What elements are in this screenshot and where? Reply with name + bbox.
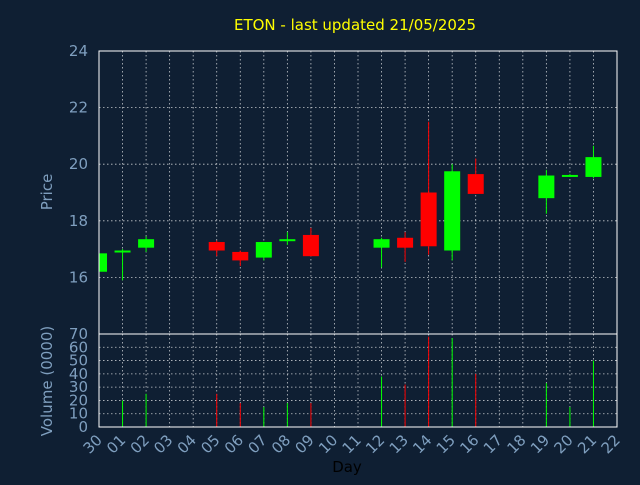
price-y-tick-labels: 16 18 20 22 24 [69,42,88,286]
candle-body [232,251,249,261]
volume-bars [122,336,594,427]
x-tick-label: 08 [268,431,294,457]
x-tick-label: 17 [480,431,506,457]
candle-body [444,171,461,251]
x-tick-label: 12 [362,431,388,457]
price-axis-label: Price [38,174,56,211]
x-tick-label: 18 [503,431,529,457]
x-tick-label: 07 [244,431,270,457]
x-tick-label: 03 [150,431,176,457]
candle-body [397,237,414,248]
candle-body [138,239,155,248]
volume-y-tick-label: 10 [69,405,88,423]
candle-body [561,174,578,177]
volume-gridlines [98,333,618,428]
volume-y-tick-label: 70 [69,325,88,343]
price-candles [98,121,602,281]
price-y-tick-label: 16 [69,268,88,286]
x-axis-label: Day [332,458,362,476]
x-tick-label: 15 [433,431,459,457]
x-tick-label: 14 [409,431,435,457]
x-tick-label: 04 [174,431,200,457]
chart-title: ETON - last updated 21/05/2025 [234,16,476,34]
candle-body [279,239,296,242]
x-tick-label: 09 [292,431,318,457]
x-tick-label: 11 [339,431,365,457]
x-tick-label: 01 [103,431,129,457]
candle-body [538,175,555,199]
volume-y-tick-label: 20 [69,391,88,409]
x-tick-label: 22 [598,431,624,457]
volume-y-tick-label: 40 [69,365,88,383]
candle-body [420,192,437,247]
volume-y-tick-label: 30 [69,378,88,396]
x-tick-label: 05 [197,431,223,457]
volume-y-tick-label: 60 [69,338,88,356]
price-y-tick-label: 18 [69,212,88,230]
x-tick-label: 02 [127,431,153,457]
x-tick-labels: 3001020304050607080910111213141516171819… [80,431,624,457]
candle-body [99,253,107,272]
volume-y-tick-label: 0 [78,418,88,436]
x-tick-label: 20 [551,431,577,457]
volume-axis-label: Volume (0000) [38,326,56,436]
volume-y-tick-label: 50 [69,352,88,370]
candle-body [255,242,272,258]
x-tick-label: 19 [527,431,553,457]
candle-body [208,242,225,251]
x-tick-label: 13 [386,431,412,457]
candle-body [585,157,602,177]
x-tick-label: 10 [315,431,341,457]
x-tick-label: 16 [456,431,482,457]
x-tick-label: 21 [574,431,600,457]
candle-body [373,239,390,248]
x-tick-label: 06 [221,431,247,457]
volume-panel-frame [98,333,618,428]
price-y-tick-label: 22 [69,99,88,117]
price-y-tick-label: 20 [69,155,88,173]
candle-body [467,174,484,194]
candle-body [114,250,131,253]
candle-body [302,234,319,257]
price-y-tick-label: 24 [69,42,88,60]
